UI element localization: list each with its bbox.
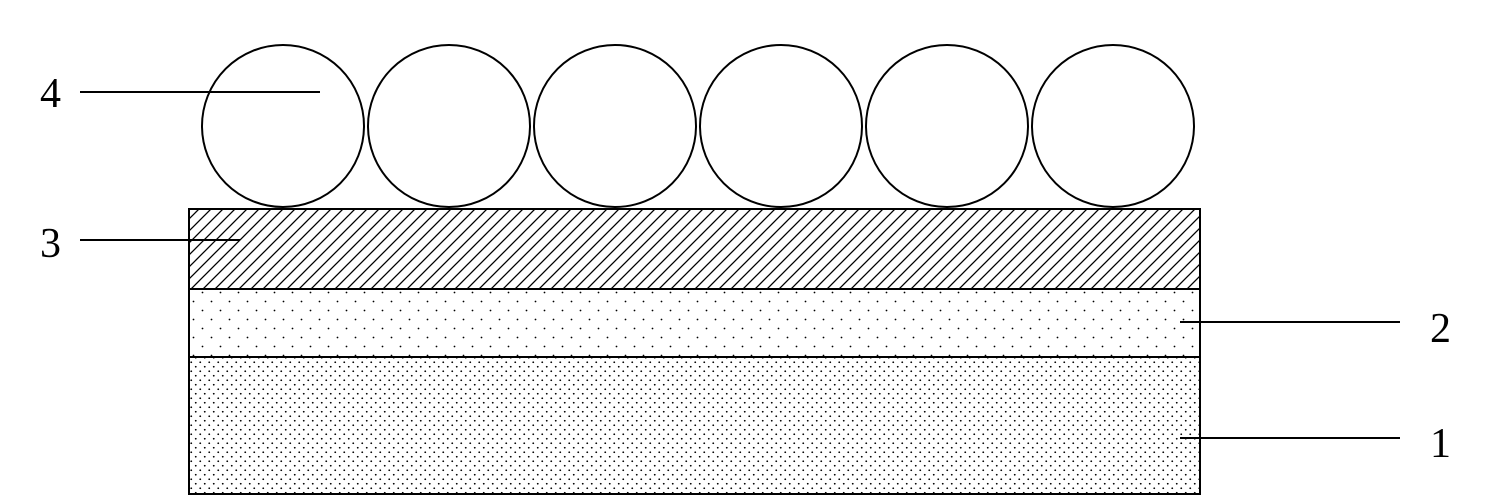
sphere-4 — [700, 45, 862, 207]
sphere-4 — [1032, 45, 1194, 207]
sphere-4 — [202, 45, 364, 207]
callout-label-3: 3 — [40, 220, 61, 268]
sphere-4 — [866, 45, 1028, 207]
callout-label-1: 1 — [1430, 420, 1451, 468]
sphere-4 — [534, 45, 696, 207]
top-layer-3 — [189, 209, 1200, 289]
diagram-svg — [0, 0, 1497, 500]
sphere-4 — [368, 45, 530, 207]
substrate-layer-1 — [189, 357, 1200, 494]
intermediate-layer-2 — [189, 289, 1200, 357]
callout-label-2: 2 — [1430, 305, 1451, 353]
callout-label-4: 4 — [40, 70, 61, 118]
